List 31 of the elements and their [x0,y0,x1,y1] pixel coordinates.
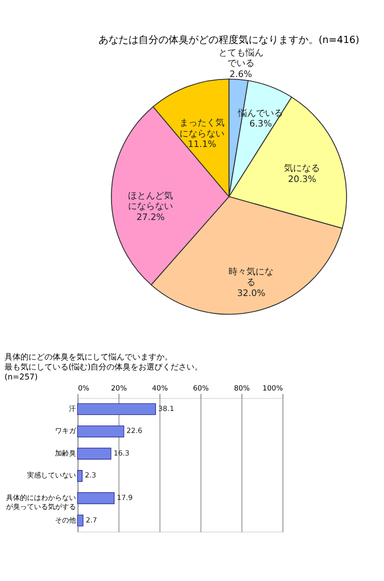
data-label: 16.3 [114,448,130,458]
slice-label: まったく気にならない [180,118,225,140]
y-tick-label: 実感していない [27,470,76,480]
x-tick-label: 0% [78,383,90,392]
slice-label: 気になる [284,163,320,174]
data-label: 20.3% [288,174,316,185]
data-label: 17.9 [116,493,134,502]
slice-label: ほとんど気にならない [128,190,174,212]
data-label: 38.1 [158,404,174,413]
data-label: 27.2% [136,212,165,223]
chart-title: 具体的にどの体臭を気にして悩んでいますか。最も気にしている(悩む)自分の体臭をお選びください。(n=257) [4,352,203,382]
data-label: 22.6 [126,426,143,436]
slice-label: とても悩んでいる [218,47,264,70]
y-tick-label: 汗 [69,404,76,413]
data-label: 2.3 [84,470,96,480]
x-tick-label: 100% [262,383,284,392]
x-tick-label: 60% [193,383,210,392]
data-label: 2.6% [230,70,252,80]
y-tick-label: その他 [55,515,76,524]
y-tick-label: 具体的にはわからないが臭っている気がする [6,493,76,511]
data-label: 2.7 [86,515,98,524]
chart-title: あなたは自分の体臭がどの程度気になりますか。(n=416) [98,34,360,46]
data-label: 32.0% [237,288,266,299]
x-tick-label: 80% [234,383,250,392]
data-label: 6.3% [249,120,272,130]
slice-label: 時々気になる [228,266,274,288]
x-tick-label: 40% [152,383,168,392]
data-label: 11.1% [188,140,216,150]
x-tick-label: 20% [111,383,128,392]
y-tick-label: ワキガ [55,426,78,436]
y-tick-label: 加齢臭 [55,448,76,458]
